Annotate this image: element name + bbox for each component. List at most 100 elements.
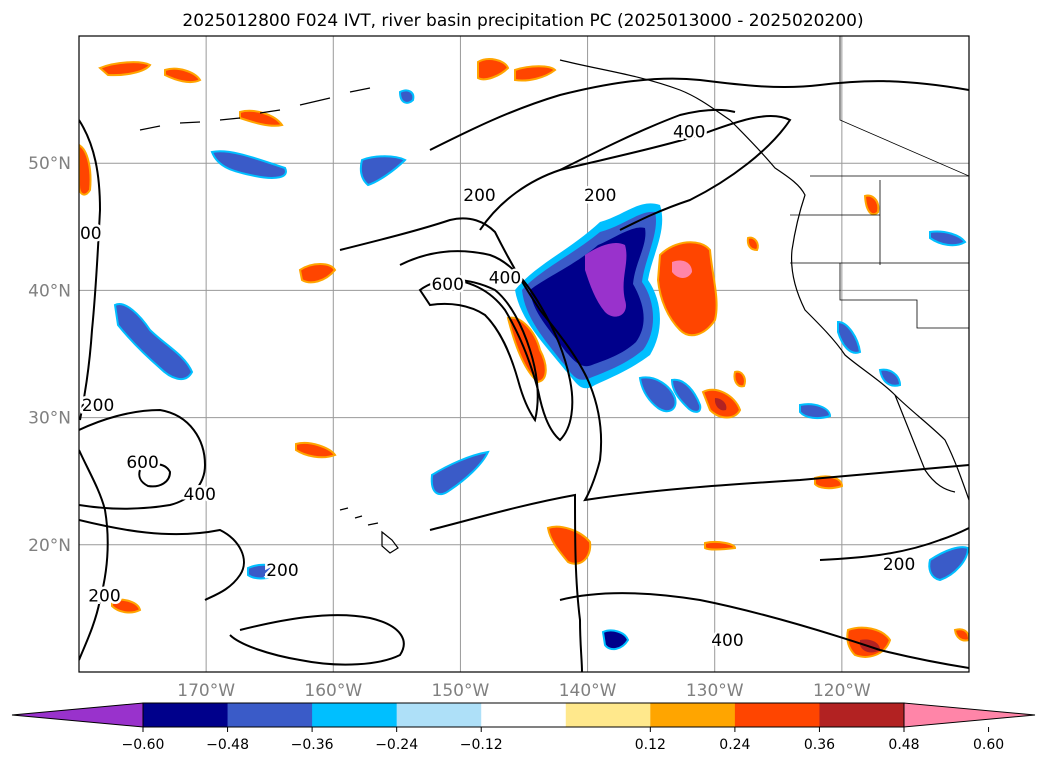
negative-pc-region	[398, 89, 415, 104]
coastlines	[139, 59, 969, 554]
latitude-labels: 20°N 30°N 40°N 50°N	[28, 154, 71, 556]
positive-pc-region	[733, 370, 746, 388]
ivt-contour-400	[399, 250, 574, 442]
latitude-label: 50°N	[28, 154, 71, 174]
longitude-label: 140°W	[559, 681, 617, 701]
ivt-contour-label: 400	[711, 631, 743, 651]
colorbar-tick-label: 0.60	[973, 737, 1004, 753]
ivt-contour-label: 200	[266, 561, 298, 581]
ivt-contour-200	[79, 519, 245, 601]
positive-pc-region	[164, 67, 202, 84]
positive-pc-region	[98, 61, 152, 77]
positive-pc-region	[514, 65, 557, 82]
positive-pc-region	[79, 143, 92, 196]
ivt-contour-label: 200	[82, 396, 114, 416]
colorbar-tick-label: −0.48	[206, 737, 249, 753]
colorbar-extend-min	[11, 702, 144, 728]
negative-pc-region	[837, 320, 862, 354]
colorbar-segment	[734, 703, 820, 727]
political-borders	[790, 36, 969, 329]
ivt-contour-400	[79, 408, 207, 510]
ivt-contour-400	[559, 108, 736, 171]
positive-pc-region	[953, 628, 969, 642]
negative-pc-region	[210, 150, 287, 179]
ivt-contour-200	[819, 527, 969, 561]
positive-pc-region	[704, 540, 737, 551]
colorbar-tick-label: 0.36	[804, 737, 835, 753]
colorbar-tick-label: −0.36	[291, 737, 334, 753]
colorbar-segment	[565, 703, 651, 727]
longitude-label: 130°W	[686, 681, 744, 701]
positive-pc-region	[546, 525, 592, 565]
positive-pc-region	[863, 194, 880, 216]
ivt-contour-label: 400	[489, 269, 521, 289]
negative-pc-region	[878, 368, 902, 387]
negative-pc-region	[430, 450, 490, 496]
positive-pc-region	[746, 236, 759, 252]
aleutian-islands	[139, 87, 371, 131]
negative-pc-region	[359, 155, 407, 187]
colorbar-segment	[396, 703, 482, 727]
ivt-contour-labels: 200 200 400 400 600 400 200 600 400 200 200 400 200	[69, 120, 918, 654]
negative-pc-region	[928, 546, 969, 582]
negative-pc-region	[638, 376, 677, 413]
plot-title: 2025012800 F024 IVT, river basin precipi…	[182, 11, 863, 31]
gridlines	[79, 36, 969, 672]
longitude-label: 170°W	[177, 681, 235, 701]
positive-pc-region	[298, 263, 337, 284]
latitude-label: 20°N	[28, 536, 71, 556]
ivt-contour-label: 200	[883, 555, 915, 575]
colorbar-tick-label: −0.12	[460, 737, 503, 753]
hawaii-islands	[339, 507, 399, 554]
ivt-contour-label: 400	[184, 485, 216, 505]
negative-pc-region	[585, 243, 627, 317]
longitude-labels: 170°W 160°W 150°W 140°W 130°W 120°W	[177, 681, 871, 701]
negative-pc-region	[113, 303, 194, 381]
ivt-contour-600	[138, 463, 172, 488]
positive-pc-region	[239, 109, 284, 127]
map-panel: 200 200 400 400 600 400 200 600 400 200 200 400200 …	[28, 35, 970, 701]
baja-coast	[894, 394, 956, 493]
negative-pc-region	[799, 403, 832, 420]
ivt-contour-label: 200	[88, 587, 120, 607]
colorbar-tick-label: 0.24	[719, 737, 750, 753]
ivt-contour-400	[559, 592, 969, 669]
positive-pc-region	[714, 398, 727, 411]
ivt-contour-200	[79, 119, 102, 421]
colorbar-tick-label: 0.12	[635, 737, 666, 753]
ivt-contour-label: 400	[69, 224, 101, 244]
negative-pc-region	[929, 230, 967, 247]
colorbar-segment	[650, 703, 736, 727]
ivt-contour-label: 400	[673, 122, 705, 142]
negative-pc-region	[601, 629, 630, 651]
colorbar-tick-label: 0.48	[888, 737, 919, 753]
ivt-contour-label: 200	[584, 186, 616, 206]
ivt-contour-label: 600	[431, 275, 463, 295]
map-frame	[78, 35, 970, 673]
ivt-contours	[79, 77, 969, 672]
ivt-contour-200	[229, 614, 405, 666]
positive-pc-region	[814, 475, 844, 490]
ivt-contour-200	[429, 77, 969, 151]
longitude-label: 120°W	[813, 681, 871, 701]
negative-pc-region	[247, 563, 284, 580]
colorbar: −0.60 −0.48 −0.36 −0.24 −0.12 0.12 0.24 0.36 0.4…	[11, 702, 1036, 753]
alaska-canada-border	[839, 36, 969, 177]
longitude-label: 160°W	[304, 681, 362, 701]
positive-pc-region	[295, 442, 337, 459]
ivt-contour-label: 600	[126, 453, 158, 473]
precipitation-pc-shading	[79, 58, 969, 658]
ivt-contour-600	[418, 278, 539, 423]
ivt-contour-200	[479, 114, 792, 231]
ivt-contour-200	[429, 493, 583, 672]
colorbar-segment	[312, 703, 398, 727]
positive-pc-region	[111, 598, 142, 614]
colorbar-segment	[819, 703, 905, 727]
ivt-contour-200	[339, 217, 969, 502]
negative-pc-region	[670, 378, 702, 413]
colorbar-tick-label: −0.24	[375, 737, 418, 753]
colorbar-extend-max	[903, 702, 1036, 728]
longitude-label: 150°W	[432, 681, 490, 701]
colorbar-segment	[227, 703, 313, 727]
positive-pc-region	[477, 58, 510, 81]
